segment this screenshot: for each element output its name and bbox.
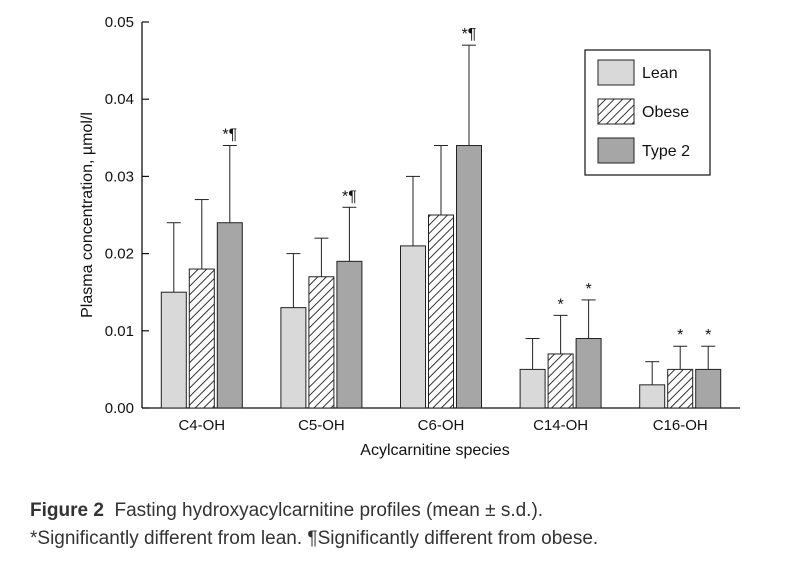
significance-mark: *¶ — [222, 127, 237, 144]
bar-obese — [428, 214, 454, 409]
legend-label: Type 2 — [642, 143, 690, 160]
significance-mark: *¶ — [462, 26, 477, 43]
bar-type-2 — [216, 222, 243, 409]
significance-mark: * — [677, 327, 683, 344]
bar-type-2 — [575, 338, 602, 409]
bar-lean — [639, 384, 666, 409]
x-tick-label: C16-OH — [653, 417, 708, 434]
figure-caption: Figure 2 Fasting hydroxyacylcarnitine pr… — [30, 497, 770, 553]
significance-mark: *¶ — [342, 188, 357, 205]
bar-lean — [280, 307, 307, 409]
bar-chart: 0.00 0.01 0.02 0.03 0.04 0.05 C4-OH *¶ C5-OH *¶ C6… — [79, 14, 740, 459]
caption-footnote: *Significantly different from lean. ¶Sig… — [30, 528, 599, 549]
y-tick-label: 0.04 — [105, 91, 134, 108]
y-tick-label: 0.00 — [105, 400, 134, 417]
x-tick-label: C14-OH — [533, 417, 588, 434]
caption-text: Fasting hydroxyacylcarnitine profiles (m… — [114, 500, 544, 521]
bar-lean — [519, 368, 546, 409]
x-tick-label: C5-OH — [298, 417, 345, 434]
y-axis-label: Plasma concentration, µmol/l — [79, 112, 96, 318]
bar-obese — [308, 276, 335, 409]
y-tick-label: 0.05 — [105, 14, 134, 31]
x-axis-label: Acylcarnitine species — [360, 442, 509, 459]
significance-mark: * — [557, 296, 563, 313]
y-tick-label: 0.01 — [105, 323, 134, 340]
plot-area: 0.00 0.01 0.02 0.03 0.04 0.05 C4-OH *¶ C5-OH *¶ C6… — [105, 14, 740, 434]
legend-swatch — [597, 59, 635, 86]
significance-mark: * — [705, 327, 711, 344]
bar-type-2 — [695, 368, 722, 409]
figure-label: Figure 2 — [30, 500, 104, 521]
bar-type-2 — [336, 260, 363, 409]
legend-label: Obese — [642, 104, 689, 121]
bar-lean — [160, 291, 187, 409]
bar-lean — [400, 245, 426, 409]
legend-swatch — [597, 137, 635, 164]
bar-obese — [667, 368, 694, 409]
significance-mark: * — [585, 281, 591, 298]
legend: Lean Obese Type 2 — [584, 49, 711, 176]
y-tick-label: 0.03 — [105, 168, 134, 185]
bar-type-2 — [456, 145, 482, 409]
x-tick-label: C4-OH — [178, 417, 225, 434]
legend-label: Lean — [642, 65, 678, 82]
y-tick-label: 0.02 — [105, 246, 134, 263]
x-tick-label: C6-OH — [418, 417, 465, 434]
bar-obese — [188, 268, 215, 409]
legend-swatch — [597, 98, 635, 125]
bar-obese — [547, 353, 574, 409]
